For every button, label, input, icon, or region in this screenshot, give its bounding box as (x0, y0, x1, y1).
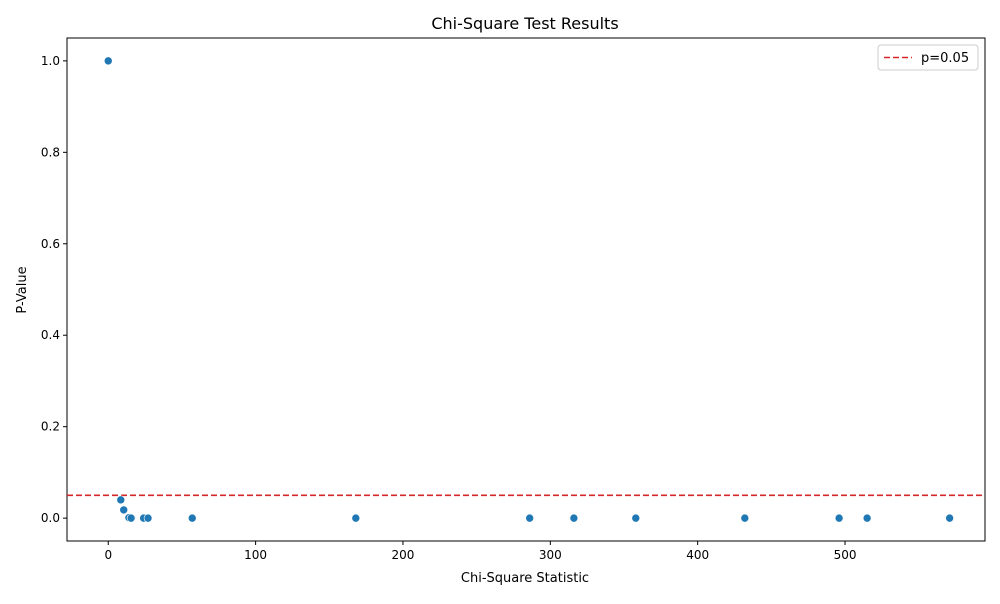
x-tick-label: 500 (834, 548, 857, 562)
y-tick-label: 0.0 (41, 511, 60, 525)
data-point (143, 513, 153, 523)
data-point (569, 513, 579, 523)
data-point (834, 513, 844, 523)
y-tick-label: 0.2 (41, 420, 60, 434)
plot-area: 0 100 200 300 400 500 0.0 0.2 0.4 0.6 0.8 1.0 p=0.05 (41, 37, 986, 562)
data-point (103, 56, 113, 66)
legend-label: p=0.05 (921, 51, 969, 66)
x-axis-title: Chi-Square Statistic (461, 571, 589, 586)
x-tick-label: 300 (539, 548, 562, 562)
y-tick-label: 0.8 (41, 145, 60, 159)
y-axis-title: P-Value (15, 266, 30, 313)
x-tick-label: 100 (244, 548, 267, 562)
x-tick-label: 0 (104, 548, 112, 562)
data-point (862, 513, 872, 523)
data-point (351, 513, 361, 523)
x-tick-label: 200 (392, 548, 415, 562)
y-tick-label: 0.6 (41, 237, 60, 251)
chart-title: Chi-Square Test Results (431, 14, 618, 33)
data-point (126, 513, 136, 523)
y-tick-label: 0.4 (41, 328, 60, 342)
data-point (525, 513, 534, 523)
x-tick-label: 400 (686, 548, 709, 562)
legend-box (877, 44, 979, 71)
data-point (631, 513, 641, 523)
data-point (116, 495, 126, 505)
data-point (945, 513, 954, 523)
plot-frame (66, 37, 986, 542)
data-point (740, 513, 750, 523)
y-tick-label: 1.0 (41, 54, 60, 68)
data-point (119, 505, 129, 515)
data-point (187, 513, 197, 523)
